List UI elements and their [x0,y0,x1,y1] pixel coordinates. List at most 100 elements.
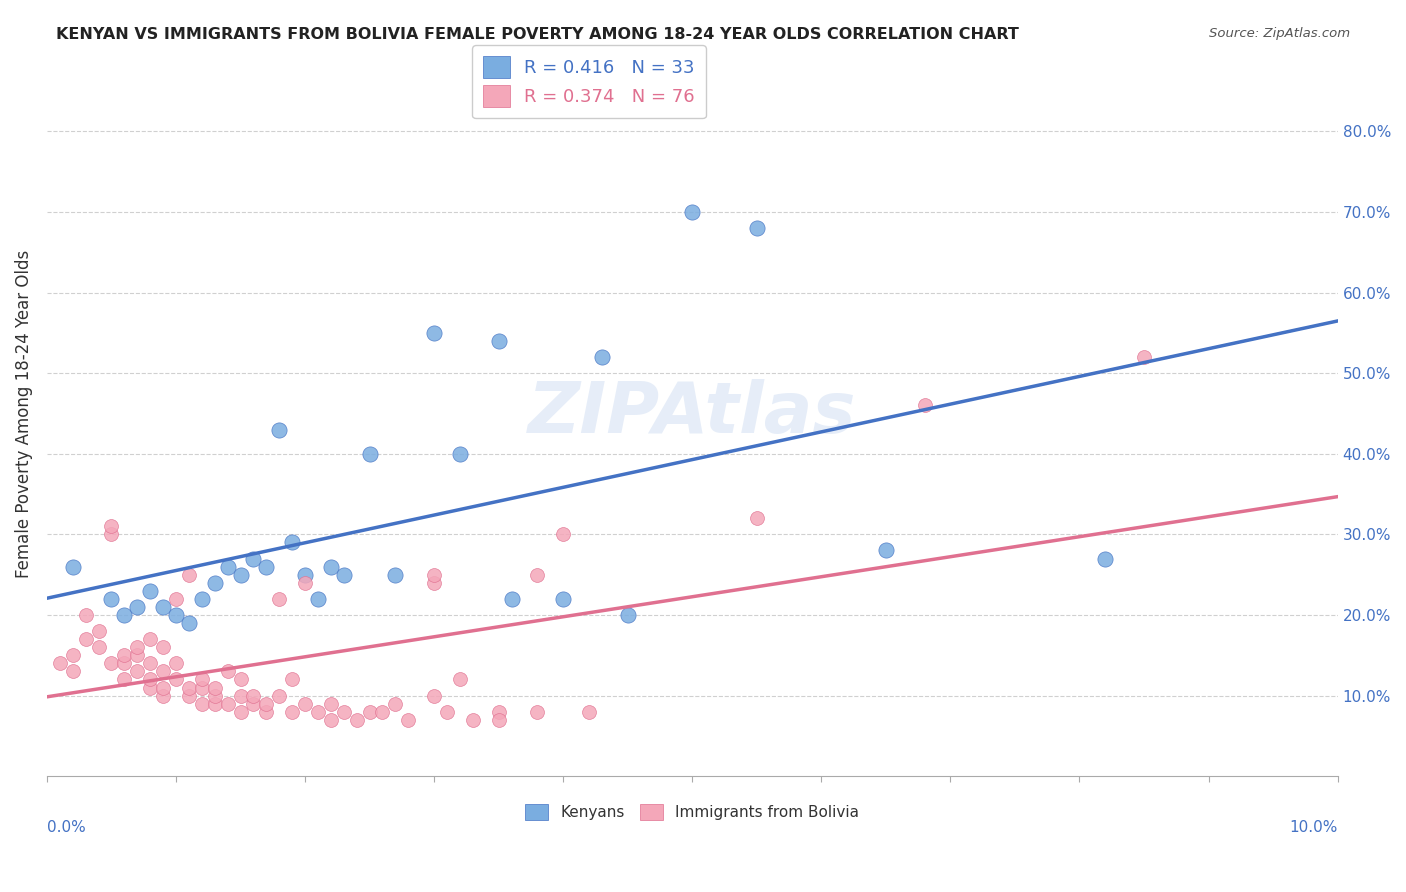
Point [875,543,897,558]
Y-axis label: Female Poverty Among 18-24 Year Olds: Female Poverty Among 18-24 Year Olds [15,249,32,577]
Point [488,705,510,719]
Point [177,681,200,695]
Point [75,607,97,622]
Point [217,665,239,679]
Point [269,591,291,606]
Point [281,535,304,549]
Point [281,705,304,719]
Point [62,648,84,663]
Point [578,705,600,719]
Point [423,689,446,703]
Point [204,575,226,590]
Text: KENYAN VS IMMIGRANTS FROM BOLIVIA FEMALE POVERTY AMONG 18-24 YEAR OLDS CORRELATI: KENYAN VS IMMIGRANTS FROM BOLIVIA FEMALE… [56,27,1019,42]
Point [371,705,394,719]
Point [914,398,936,412]
Point [307,591,329,606]
Point [139,583,162,598]
Point [152,640,174,655]
Point [359,705,381,719]
Point [269,689,291,703]
Point [139,632,162,647]
Point [204,689,226,703]
Point [294,575,316,590]
Point [112,673,135,687]
Point [501,591,523,606]
Point [127,599,149,614]
Point [112,648,135,663]
Point [449,447,471,461]
Point [449,673,471,687]
Point [217,697,239,711]
Point [177,567,200,582]
Point [745,511,768,525]
Point [87,640,110,655]
Point [165,607,187,622]
Point [217,559,239,574]
Point [139,657,162,671]
Point [229,673,252,687]
Point [526,705,548,719]
Point [204,681,226,695]
Point [319,713,342,727]
Point [436,705,458,719]
Point [254,705,277,719]
Point [384,697,406,711]
Point [332,567,354,582]
Point [177,689,200,703]
Point [396,713,419,727]
Point [423,575,446,590]
Point [488,334,510,348]
Point [177,615,200,630]
Point [139,681,162,695]
Point [384,567,406,582]
Point [423,326,446,340]
Point [1094,551,1116,566]
Point [346,713,368,727]
Point [75,632,97,647]
Point [152,689,174,703]
Point [281,673,304,687]
Point [165,673,187,687]
Point [204,697,226,711]
Point [191,591,214,606]
Point [62,665,84,679]
Point [152,681,174,695]
Point [100,591,122,606]
Text: 0.0%: 0.0% [46,820,86,835]
Point [191,673,214,687]
Point [359,447,381,461]
Text: 10.0%: 10.0% [1289,820,1337,835]
Text: ZIPAtlas: ZIPAtlas [529,379,856,448]
Point [127,665,149,679]
Point [139,673,162,687]
Point [112,657,135,671]
Point [242,689,264,703]
Point [269,423,291,437]
Point [242,697,264,711]
Point [319,559,342,574]
Point [100,527,122,541]
Point [307,705,329,719]
Point [461,713,484,727]
Point [254,559,277,574]
Point [165,657,187,671]
Point [681,205,703,219]
Point [100,519,122,533]
Point [62,559,84,574]
Point [526,567,548,582]
Point [294,567,316,582]
Point [242,551,264,566]
Point [745,221,768,235]
Legend: Kenyans, Immigrants from Bolivia: Kenyans, Immigrants from Bolivia [519,798,865,827]
Point [591,350,613,364]
Point [112,607,135,622]
Point [319,697,342,711]
Point [191,697,214,711]
Point [49,657,72,671]
Point [254,697,277,711]
Point [127,640,149,655]
Point [294,697,316,711]
Point [332,705,354,719]
Point [488,713,510,727]
Point [1133,350,1156,364]
